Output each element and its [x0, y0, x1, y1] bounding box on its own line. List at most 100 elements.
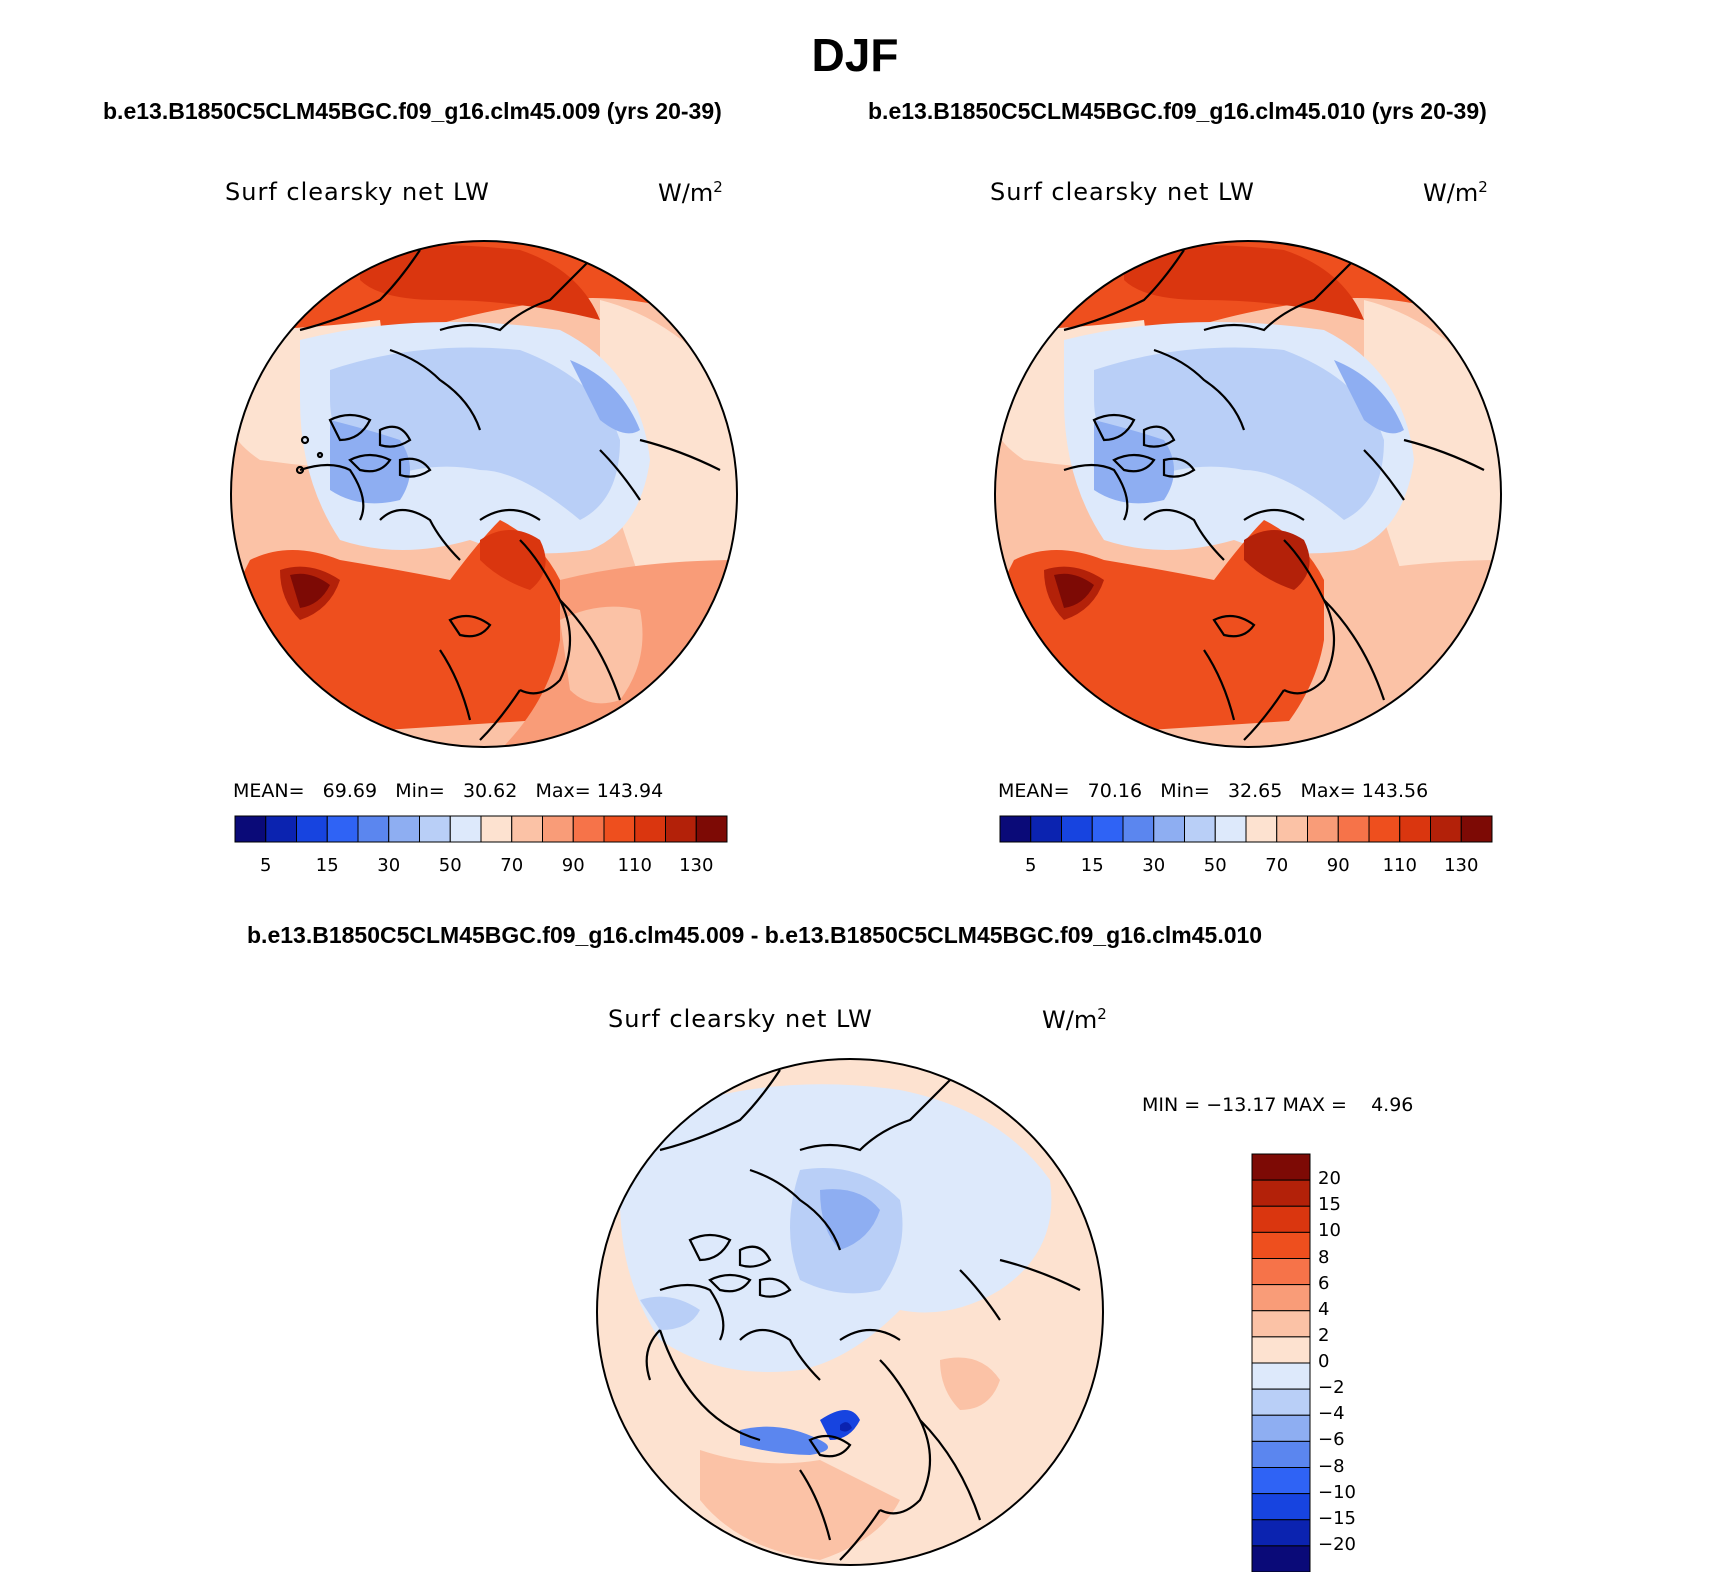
colorbar-tick-label: 10 — [1318, 1220, 1341, 1242]
colorbar-tick-label: −15 — [1318, 1507, 1356, 1529]
colorbar-tick-label: 110 — [617, 855, 652, 876]
colorbar-swatch — [695, 815, 728, 843]
colorbar-swatch — [1245, 815, 1278, 843]
colorbar-swatch — [449, 815, 482, 843]
colorbar-swatch — [1276, 815, 1308, 843]
colorbar-tick-label: 90 — [1326, 855, 1350, 876]
colorbar-tick-label: −20 — [1318, 1533, 1356, 1555]
colorbar-swatch — [1122, 815, 1155, 843]
colorbar-swatch — [1251, 1231, 1311, 1259]
colorbar-tick-label: −10 — [1318, 1481, 1356, 1503]
colorbar-tick-label: 15 — [1080, 855, 1104, 876]
colorbar-swatch — [1251, 1467, 1311, 1495]
colorbar-swatch — [388, 815, 420, 843]
colorbar-tick-label: 70 — [500, 855, 524, 876]
colorbar-swatch — [1251, 1519, 1311, 1547]
colorbar-tick-label: 130 — [679, 855, 714, 876]
panel-left-units: W/m2 — [658, 178, 723, 207]
diff-panel-title: b.e13.B1850C5CLM45BGC.f09_g16.clm45.009 … — [247, 922, 1263, 948]
diff-map-boundary — [596, 1058, 1104, 1566]
colorbar-swatch — [999, 815, 1032, 843]
colorbar-swatch — [1430, 815, 1462, 843]
colorbar-tick-label: 130 — [1444, 855, 1479, 876]
figure-title: DJF — [811, 29, 899, 81]
diff-coastlines — [645, 1069, 1081, 1561]
colorbar-tick-label: 50 — [438, 855, 462, 876]
colorbar-swatch — [1251, 1310, 1311, 1338]
colorbar-tick-label: 8 — [1318, 1246, 1330, 1268]
panel-left-variable-label: Surf clearsky net LW — [225, 178, 490, 206]
colorbar-swatch — [665, 815, 697, 843]
colorbar-swatch — [234, 815, 267, 843]
colorbar-swatch — [1251, 1179, 1311, 1207]
colorbar-swatch — [1251, 1362, 1311, 1390]
colorbar-tick-label: 2 — [1318, 1324, 1330, 1346]
colorbar-swatch — [1030, 815, 1062, 843]
colorbar-swatch — [1251, 1414, 1311, 1442]
colorbar-swatch — [1251, 1336, 1311, 1364]
colorbar-swatch — [1251, 1153, 1311, 1181]
colorbar-tick-label: 15 — [315, 855, 339, 876]
colorbar-swatch — [1368, 815, 1401, 843]
colorbar-swatch — [1251, 1205, 1311, 1233]
colorbar-tick-label: 70 — [1265, 855, 1289, 876]
colorbar-swatch — [1399, 815, 1431, 843]
colorbar-swatch — [603, 815, 636, 843]
diff-field — [597, 1059, 1103, 1565]
colorbar-tick-label: 110 — [1382, 855, 1417, 876]
colorbar-swatch — [480, 815, 513, 843]
panel-right-stats: MEAN= 70.16 Min= 32.65 Max= 143.56 — [998, 780, 1429, 802]
colorbar-swatch — [1251, 1284, 1311, 1312]
diff-colorbar — [1251, 1153, 1311, 1572]
colorbar-tick-label: 5 — [260, 855, 272, 876]
colorbar-tick-label: −6 — [1318, 1429, 1345, 1451]
colorbar-swatch — [1184, 815, 1216, 843]
panel-right-variable-label: Surf clearsky net LW — [990, 178, 1255, 206]
panel-right-coastlines — [1063, 249, 1485, 741]
colorbar-tick-label: 50 — [1203, 855, 1227, 876]
colorbar-swatch — [1251, 1440, 1311, 1468]
panel-right-units: W/m2 — [1423, 178, 1488, 207]
colorbar-swatch — [265, 815, 297, 843]
colorbar-tick-label: −2 — [1318, 1377, 1345, 1399]
colorbar-swatch — [1061, 815, 1093, 843]
colorbar-swatch — [419, 815, 451, 843]
panel-left-map-boundary — [230, 240, 738, 748]
colorbar-swatch — [1460, 815, 1493, 843]
colorbar-tick-label: 30 — [1142, 855, 1166, 876]
colorbar-tick-label: 15 — [1318, 1194, 1341, 1216]
colorbar-swatch — [296, 815, 328, 843]
colorbar-tick-label: −8 — [1318, 1455, 1345, 1477]
colorbar-tick-label: 90 — [561, 855, 585, 876]
panel-right-case-title: b.e13.B1850C5CLM45BGC.f09_g16.clm45.010 … — [868, 98, 1487, 124]
colorbar-swatch — [326, 815, 359, 843]
panel-left-stats: MEAN= 69.69 Min= 30.62 Max= 143.94 — [233, 780, 664, 802]
colorbar-swatch — [1337, 815, 1370, 843]
diff-units: W/m2 — [1042, 1005, 1107, 1034]
panel-left-field — [231, 241, 737, 747]
colorbar-swatch — [1251, 1493, 1311, 1521]
colorbar-swatch — [1091, 815, 1124, 843]
colorbar-tick-label: 6 — [1318, 1272, 1330, 1294]
colorbar-swatch — [1251, 1388, 1311, 1416]
panel-left-coastlines — [295, 249, 721, 741]
diff-variable-label: Surf clearsky net LW — [608, 1005, 873, 1033]
colorbar-swatch — [1153, 815, 1185, 843]
colorbar-tick-label: 4 — [1318, 1298, 1330, 1320]
colorbar-swatch — [1214, 815, 1247, 843]
colorbar-swatch — [357, 815, 390, 843]
panel-right-map-boundary — [994, 240, 1502, 748]
colorbar-swatch — [1251, 1258, 1311, 1286]
colorbar-swatch — [1307, 815, 1339, 843]
panel-left-colorbar — [234, 815, 728, 843]
colorbar-tick-label: 5 — [1025, 855, 1037, 876]
colorbar-tick-label: 0 — [1318, 1351, 1330, 1372]
colorbar-swatch — [572, 815, 605, 843]
colorbar-tick-label: 30 — [377, 855, 401, 876]
panel-left-case-title: b.e13.B1850C5CLM45BGC.f09_g16.clm45.009 … — [103, 98, 722, 124]
diff-minmax: MIN = −13.17 MAX = 4.96 — [1142, 1094, 1414, 1116]
colorbar-swatch — [542, 815, 574, 843]
colorbar-swatch — [634, 815, 666, 843]
panel-right-colorbar — [999, 815, 1493, 843]
panel-right-field — [995, 241, 1501, 747]
